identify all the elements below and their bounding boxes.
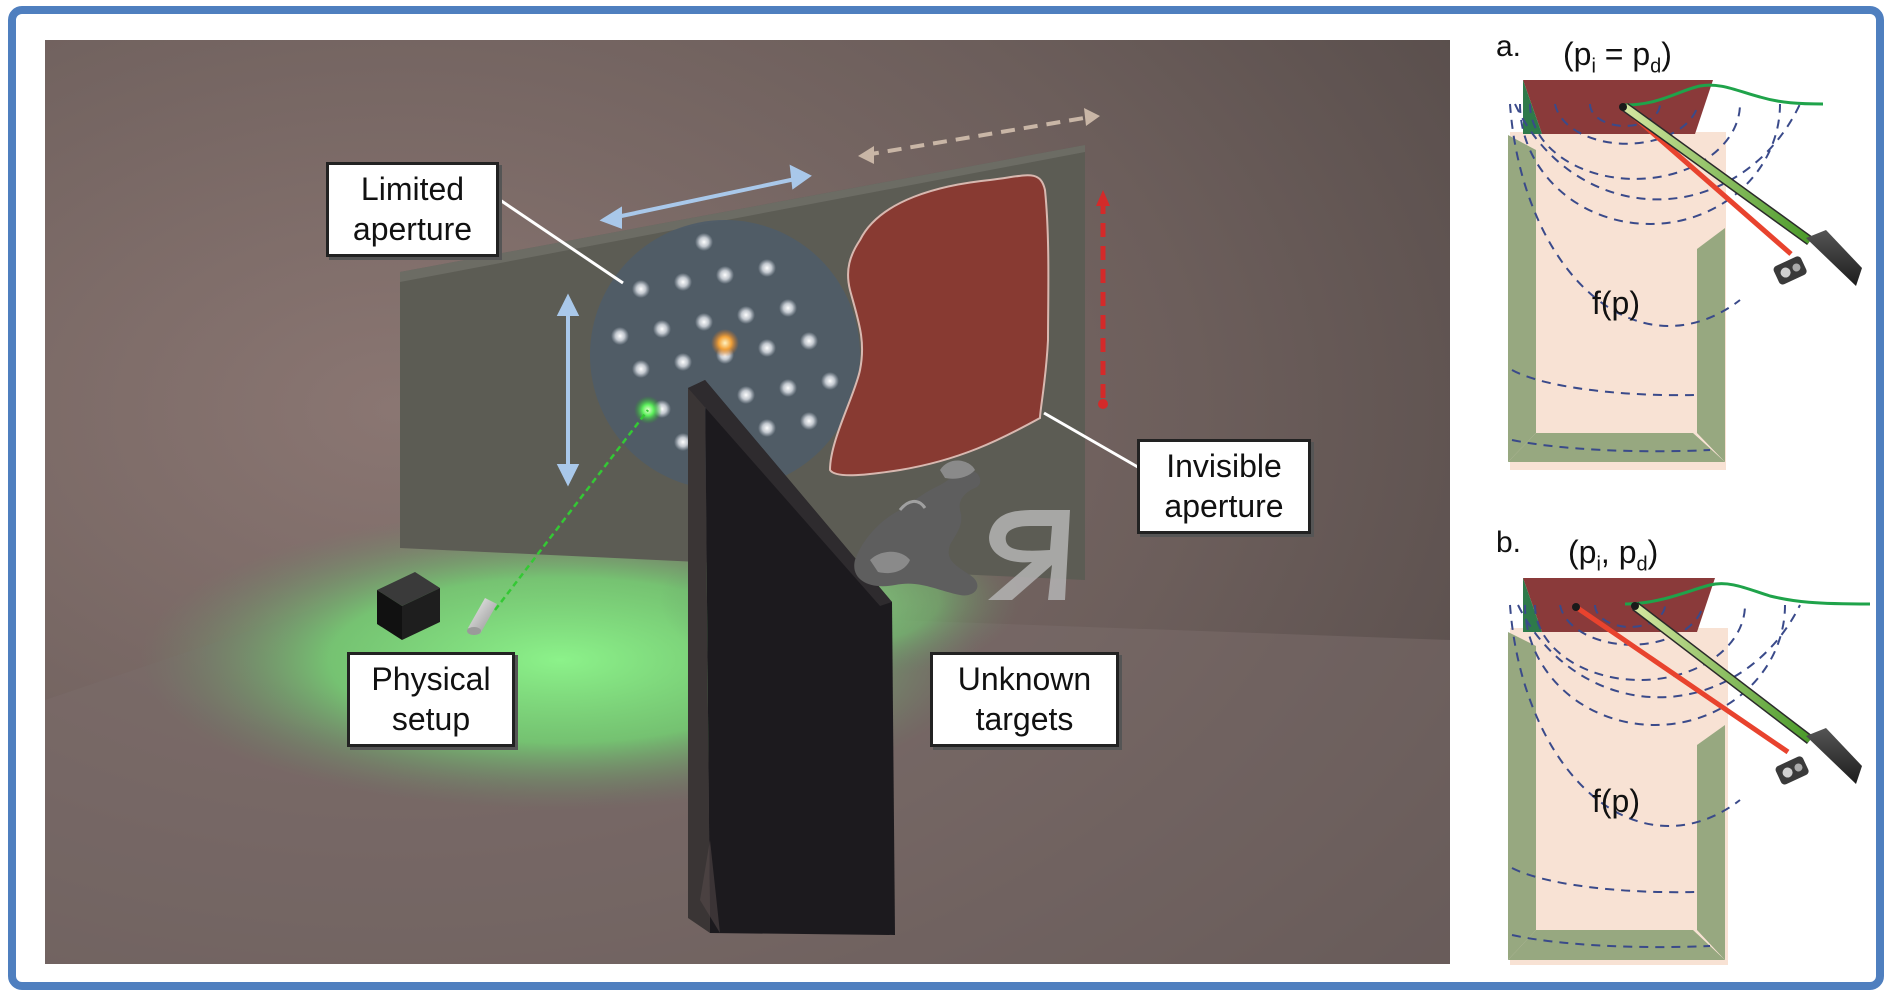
scan-point xyxy=(674,353,692,371)
scan-arrow-vertical xyxy=(556,293,580,487)
scan-point xyxy=(632,360,650,378)
unknown-targets-line1: Unknown xyxy=(957,661,1092,697)
scan-point xyxy=(758,419,776,437)
panel-b-eq-close: ) xyxy=(1647,534,1659,570)
unknown-targets-callout: Unknown targets xyxy=(930,652,1119,747)
unknown-targets-line2: targets xyxy=(975,701,1074,737)
scan-point xyxy=(779,299,797,317)
panel-b-artwork xyxy=(1508,578,1871,965)
scan-point xyxy=(821,372,839,390)
scan-point xyxy=(737,306,755,324)
occluder-panel xyxy=(705,380,895,935)
limited-aperture-leader xyxy=(499,198,624,285)
panel-a-eq-sub2: d xyxy=(1650,55,1662,78)
invisible-aperture-leader xyxy=(1043,411,1144,472)
physical-setup-callout: Physical setup xyxy=(347,652,515,747)
panel-b-eq-mid: , p xyxy=(1600,534,1637,570)
panel-b-eq-sub2: d xyxy=(1636,553,1648,576)
physical-setup-line2: setup xyxy=(391,701,471,737)
panel-b-equation: (pi, pd) xyxy=(1568,534,1658,576)
scan-point xyxy=(800,412,818,430)
scan-point xyxy=(758,339,776,357)
panel-b-letter: b. xyxy=(1496,526,1522,559)
scan-point xyxy=(695,233,713,251)
panel-b-eq-sub1: i xyxy=(1596,553,1601,576)
sensor-cube xyxy=(377,572,440,640)
scan-point xyxy=(674,273,692,291)
invisible-aperture-region xyxy=(828,174,1050,477)
limited-aperture-line1: Limited xyxy=(360,171,465,207)
panel-b-eq-open: (p xyxy=(1568,534,1597,570)
scan-point xyxy=(716,266,734,284)
scan-point xyxy=(674,433,692,451)
panel-a-equation: (pi = pd) xyxy=(1563,36,1672,78)
panel-a-eq-mid: = p xyxy=(1595,36,1651,72)
scan-point xyxy=(758,259,776,277)
invisible-aperture-line2: aperture xyxy=(1164,488,1284,524)
laser-beam xyxy=(494,409,649,611)
scan-point xyxy=(779,379,797,397)
panel-a-artwork xyxy=(1508,80,1862,470)
physical-setup-line1: Physical xyxy=(371,661,491,697)
laser-emitter xyxy=(467,598,497,635)
scan-point xyxy=(800,332,818,350)
panel-b-region-label: f(p) xyxy=(1592,783,1640,819)
hidden-point-glow xyxy=(711,329,739,357)
invisible-aperture-line1: Invisible xyxy=(1166,448,1282,484)
limited-aperture-line2: aperture xyxy=(352,211,473,247)
scan-point xyxy=(611,327,629,345)
red-dashed-arrow xyxy=(1096,190,1110,409)
panel-a-eq-open: (p xyxy=(1563,36,1592,72)
dragon-target xyxy=(854,460,981,596)
limited-aperture-callout: Limited aperture xyxy=(326,162,499,257)
invisible-aperture-callout: Invisible aperture xyxy=(1137,439,1311,534)
panel-a-eq-close: ) xyxy=(1661,36,1672,72)
scan-arrow-horizontal xyxy=(599,164,812,229)
scan-point xyxy=(632,280,650,298)
letter-r-target xyxy=(988,510,1070,600)
extension-arrow-dashed xyxy=(858,108,1100,164)
panel-a-letter: a. xyxy=(1496,30,1522,63)
scan-point xyxy=(653,320,671,338)
scan-point xyxy=(737,386,755,404)
scan-point xyxy=(695,313,713,331)
panel-a-region-label: f(p) xyxy=(1592,285,1640,321)
panel-a-eq-sub1: i xyxy=(1591,55,1596,78)
